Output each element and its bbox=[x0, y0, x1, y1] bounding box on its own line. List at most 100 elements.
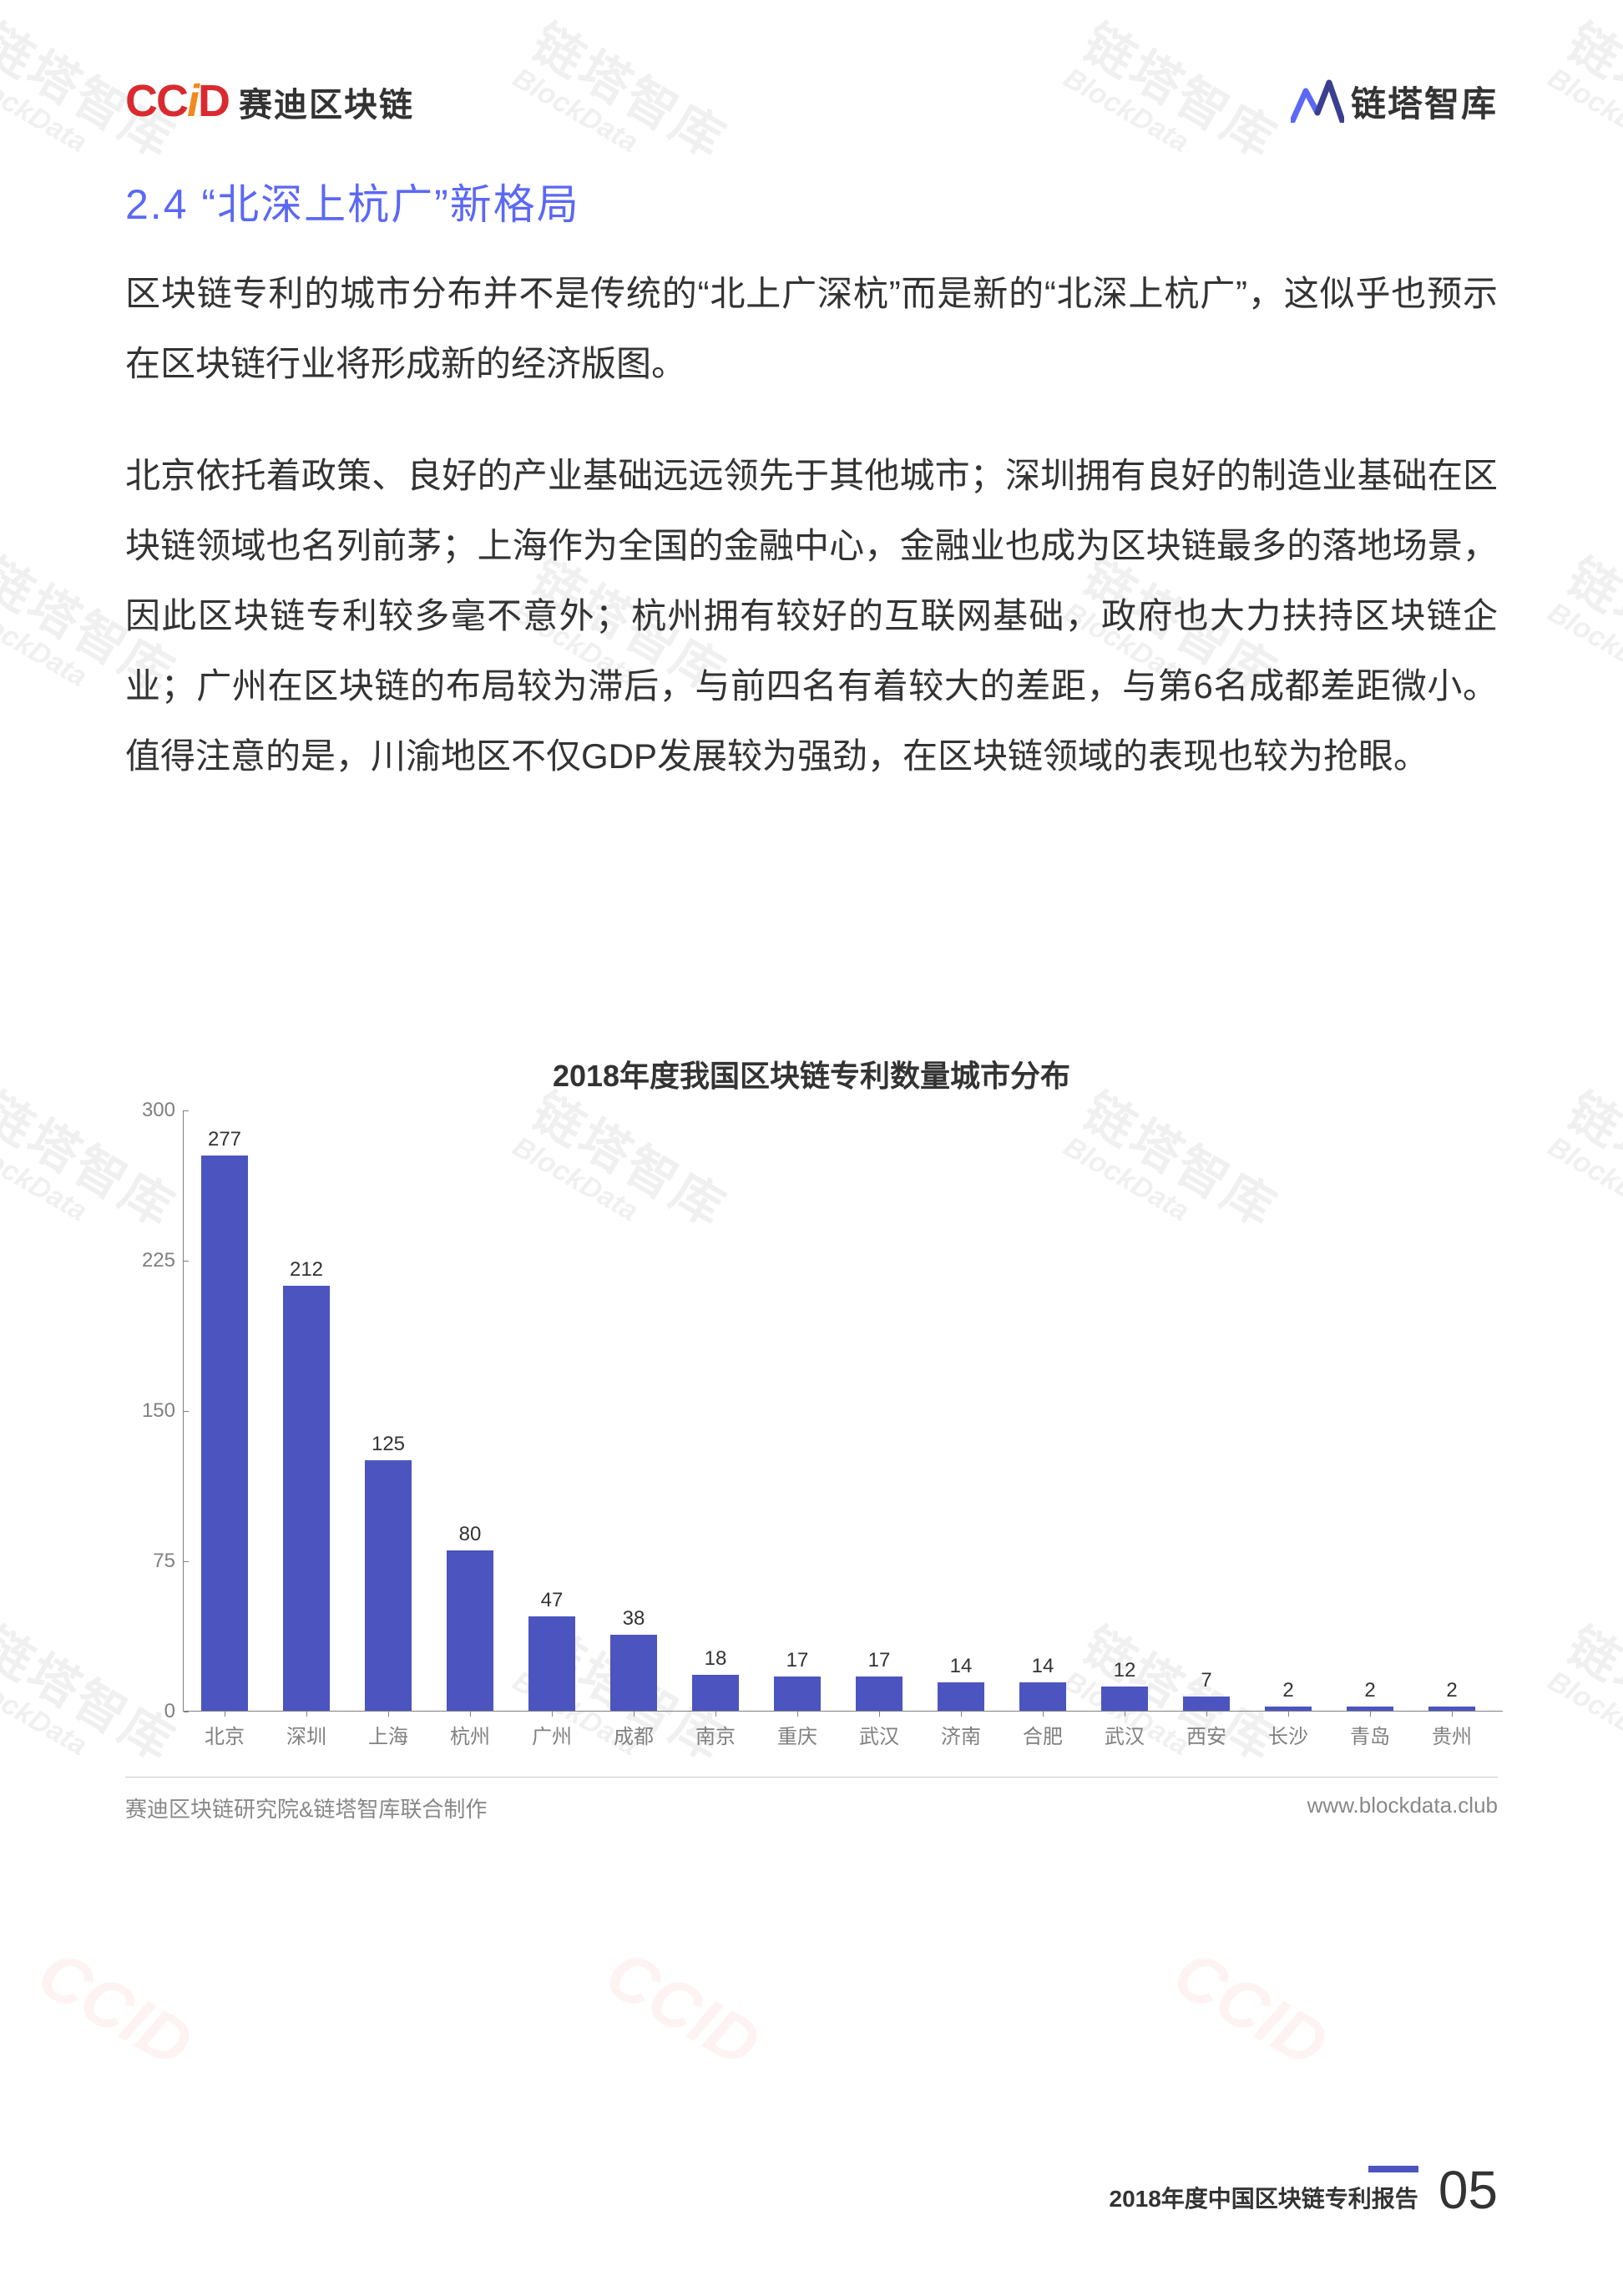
blockdata-logo-icon bbox=[1291, 79, 1344, 123]
watermark-ccid: CCID bbox=[1160, 1934, 1340, 2082]
bar-value-label: 38 bbox=[593, 1607, 675, 1631]
footer-report-title: 2018年度中国区块链专利报告 bbox=[1110, 2181, 1418, 2214]
bar-value-label: 17 bbox=[838, 1649, 920, 1672]
x-tick-mark bbox=[306, 1712, 307, 1717]
x-axis-label: 贵州 bbox=[1411, 1720, 1493, 1749]
bar-value-label: 47 bbox=[511, 1589, 593, 1612]
x-axis-label: 长沙 bbox=[1247, 1720, 1329, 1749]
bar bbox=[1101, 1687, 1148, 1711]
x-axis-label: 深圳 bbox=[265, 1720, 347, 1749]
bar-group: 17武汉 bbox=[838, 1110, 920, 1712]
bar bbox=[692, 1675, 739, 1711]
bar bbox=[1019, 1682, 1066, 1711]
x-tick-mark bbox=[388, 1712, 389, 1717]
page-footer: 2018年度中国区块链专利报告 05 bbox=[1110, 2159, 1498, 2221]
bar-group: 17重庆 bbox=[756, 1110, 838, 1712]
page-header: CCiD 赛迪区块链 链塔智库 bbox=[125, 75, 1498, 127]
bar-group: 18南京 bbox=[675, 1110, 756, 1712]
y-axis: 075150225300 bbox=[125, 1110, 184, 1712]
bar-value-label: 2 bbox=[1247, 1679, 1329, 1702]
bar bbox=[447, 1550, 493, 1711]
bar bbox=[365, 1460, 412, 1711]
x-axis-label: 成都 bbox=[593, 1720, 675, 1749]
x-tick-mark bbox=[797, 1712, 798, 1717]
bar-value-label: 14 bbox=[920, 1655, 1002, 1678]
x-tick-mark bbox=[961, 1712, 962, 1717]
bar-group: 2贵州 bbox=[1411, 1110, 1493, 1712]
bar-value-label: 18 bbox=[675, 1647, 756, 1671]
x-axis-label: 青岛 bbox=[1329, 1720, 1411, 1749]
bar-value-label: 17 bbox=[756, 1649, 838, 1672]
chart-source-left: 赛迪区块链研究院&链塔智库联合制作 bbox=[125, 1793, 487, 1823]
y-tick-label: 0 bbox=[164, 1700, 175, 1723]
watermark-ccid: CCID bbox=[25, 1934, 205, 2082]
bar-group: 277北京 bbox=[184, 1110, 265, 1712]
x-axis-label: 武汉 bbox=[838, 1720, 920, 1749]
x-tick-mark bbox=[1452, 1712, 1453, 1717]
x-tick-mark bbox=[1370, 1712, 1371, 1717]
bar-value-label: 2 bbox=[1411, 1679, 1493, 1702]
x-axis-label: 济南 bbox=[920, 1720, 1002, 1749]
bar bbox=[1183, 1697, 1230, 1711]
paragraph-2: 北京依托着政策、良好的产业基础远远领先于其他城市；深圳拥有良好的制造业基础在区块… bbox=[125, 441, 1498, 791]
bar-group: 14济南 bbox=[920, 1110, 1002, 1712]
bar bbox=[1265, 1707, 1312, 1711]
x-tick-mark bbox=[1043, 1712, 1044, 1717]
x-tick-mark bbox=[1206, 1712, 1207, 1717]
bar-group: 47广州 bbox=[511, 1110, 593, 1712]
x-axis-label: 上海 bbox=[347, 1720, 429, 1749]
bar bbox=[1428, 1707, 1475, 1711]
page-number: 05 bbox=[1438, 2159, 1498, 2221]
section-title: “北深上杭广”新格局 bbox=[201, 181, 579, 228]
x-tick-mark bbox=[552, 1712, 553, 1717]
y-tick-label: 75 bbox=[153, 1550, 175, 1573]
x-axis-label: 南京 bbox=[675, 1720, 756, 1749]
x-axis-label: 合肥 bbox=[1002, 1720, 1084, 1749]
bar bbox=[774, 1676, 821, 1711]
section-heading: 2.4 “北深上杭广”新格局 bbox=[125, 171, 580, 231]
section-number: 2.4 bbox=[125, 181, 189, 228]
chart-source-line: 赛迪区块链研究院&链塔智库联合制作 www.blockdata.club bbox=[125, 1777, 1498, 1823]
x-axis-label: 西安 bbox=[1165, 1720, 1247, 1749]
bar-value-label: 80 bbox=[429, 1523, 511, 1546]
bar-group: 80杭州 bbox=[429, 1110, 511, 1712]
x-axis-label: 杭州 bbox=[429, 1720, 511, 1749]
x-tick-mark bbox=[715, 1712, 716, 1717]
watermark: 链塔智库BlockData bbox=[1542, 1606, 1623, 1800]
bar bbox=[856, 1676, 903, 1711]
bar bbox=[610, 1635, 657, 1711]
bar-value-label: 125 bbox=[347, 1433, 429, 1456]
ccid-logo-cn: 赛迪区块链 bbox=[239, 78, 414, 126]
bar-group: 2青岛 bbox=[1329, 1110, 1411, 1712]
x-axis-label: 武汉 bbox=[1084, 1720, 1165, 1749]
x-axis-label: 广州 bbox=[511, 1720, 593, 1749]
chart-title: 2018年度我国区块链专利数量城市分布 bbox=[0, 1052, 1623, 1095]
x-axis-label: 北京 bbox=[184, 1720, 265, 1749]
x-tick-mark bbox=[470, 1712, 471, 1717]
body-text: 区块链专利的城市分布并不是传统的“北上广深杭”而是新的“北深上杭广”，这似乎也预… bbox=[125, 259, 1498, 833]
y-tick-label: 225 bbox=[142, 1249, 175, 1272]
plot-area: 277北京212深圳125上海80杭州47广州38成都18南京17重庆17武汉1… bbox=[184, 1110, 1503, 1712]
chart-source-right: www.blockdata.club bbox=[1307, 1793, 1498, 1823]
bar bbox=[283, 1286, 330, 1711]
bar-chart: 075150225300 277北京212深圳125上海80杭州47广州38成都… bbox=[125, 1110, 1503, 1712]
blockdata-logo-cn: 链塔智库 bbox=[1351, 76, 1498, 127]
bar bbox=[528, 1616, 575, 1711]
bar-value-label: 12 bbox=[1084, 1659, 1165, 1682]
bar-value-label: 2 bbox=[1329, 1679, 1411, 1702]
footer-accent-bar bbox=[1368, 2166, 1418, 2172]
bar bbox=[938, 1682, 984, 1711]
watermark: 链塔智库BlockData bbox=[1542, 3, 1623, 197]
bar-value-label: 14 bbox=[1002, 1655, 1084, 1678]
watermark: 链塔智库BlockData bbox=[1542, 1072, 1623, 1266]
bar-group: 12武汉 bbox=[1084, 1110, 1165, 1712]
bar-value-label: 212 bbox=[265, 1258, 347, 1282]
bar-group: 7西安 bbox=[1165, 1110, 1247, 1712]
y-tick-label: 300 bbox=[142, 1099, 175, 1122]
blockdata-logo: 链塔智库 bbox=[1291, 76, 1498, 127]
ccid-logo: CCiD 赛迪区块链 bbox=[125, 75, 414, 127]
ccid-logo-mark: CCiD bbox=[125, 75, 229, 127]
x-axis-label: 重庆 bbox=[756, 1720, 838, 1749]
paragraph-1: 区块链专利的城市分布并不是传统的“北上广深杭”而是新的“北深上杭广”，这似乎也预… bbox=[125, 259, 1498, 399]
x-tick-mark bbox=[1288, 1712, 1289, 1717]
